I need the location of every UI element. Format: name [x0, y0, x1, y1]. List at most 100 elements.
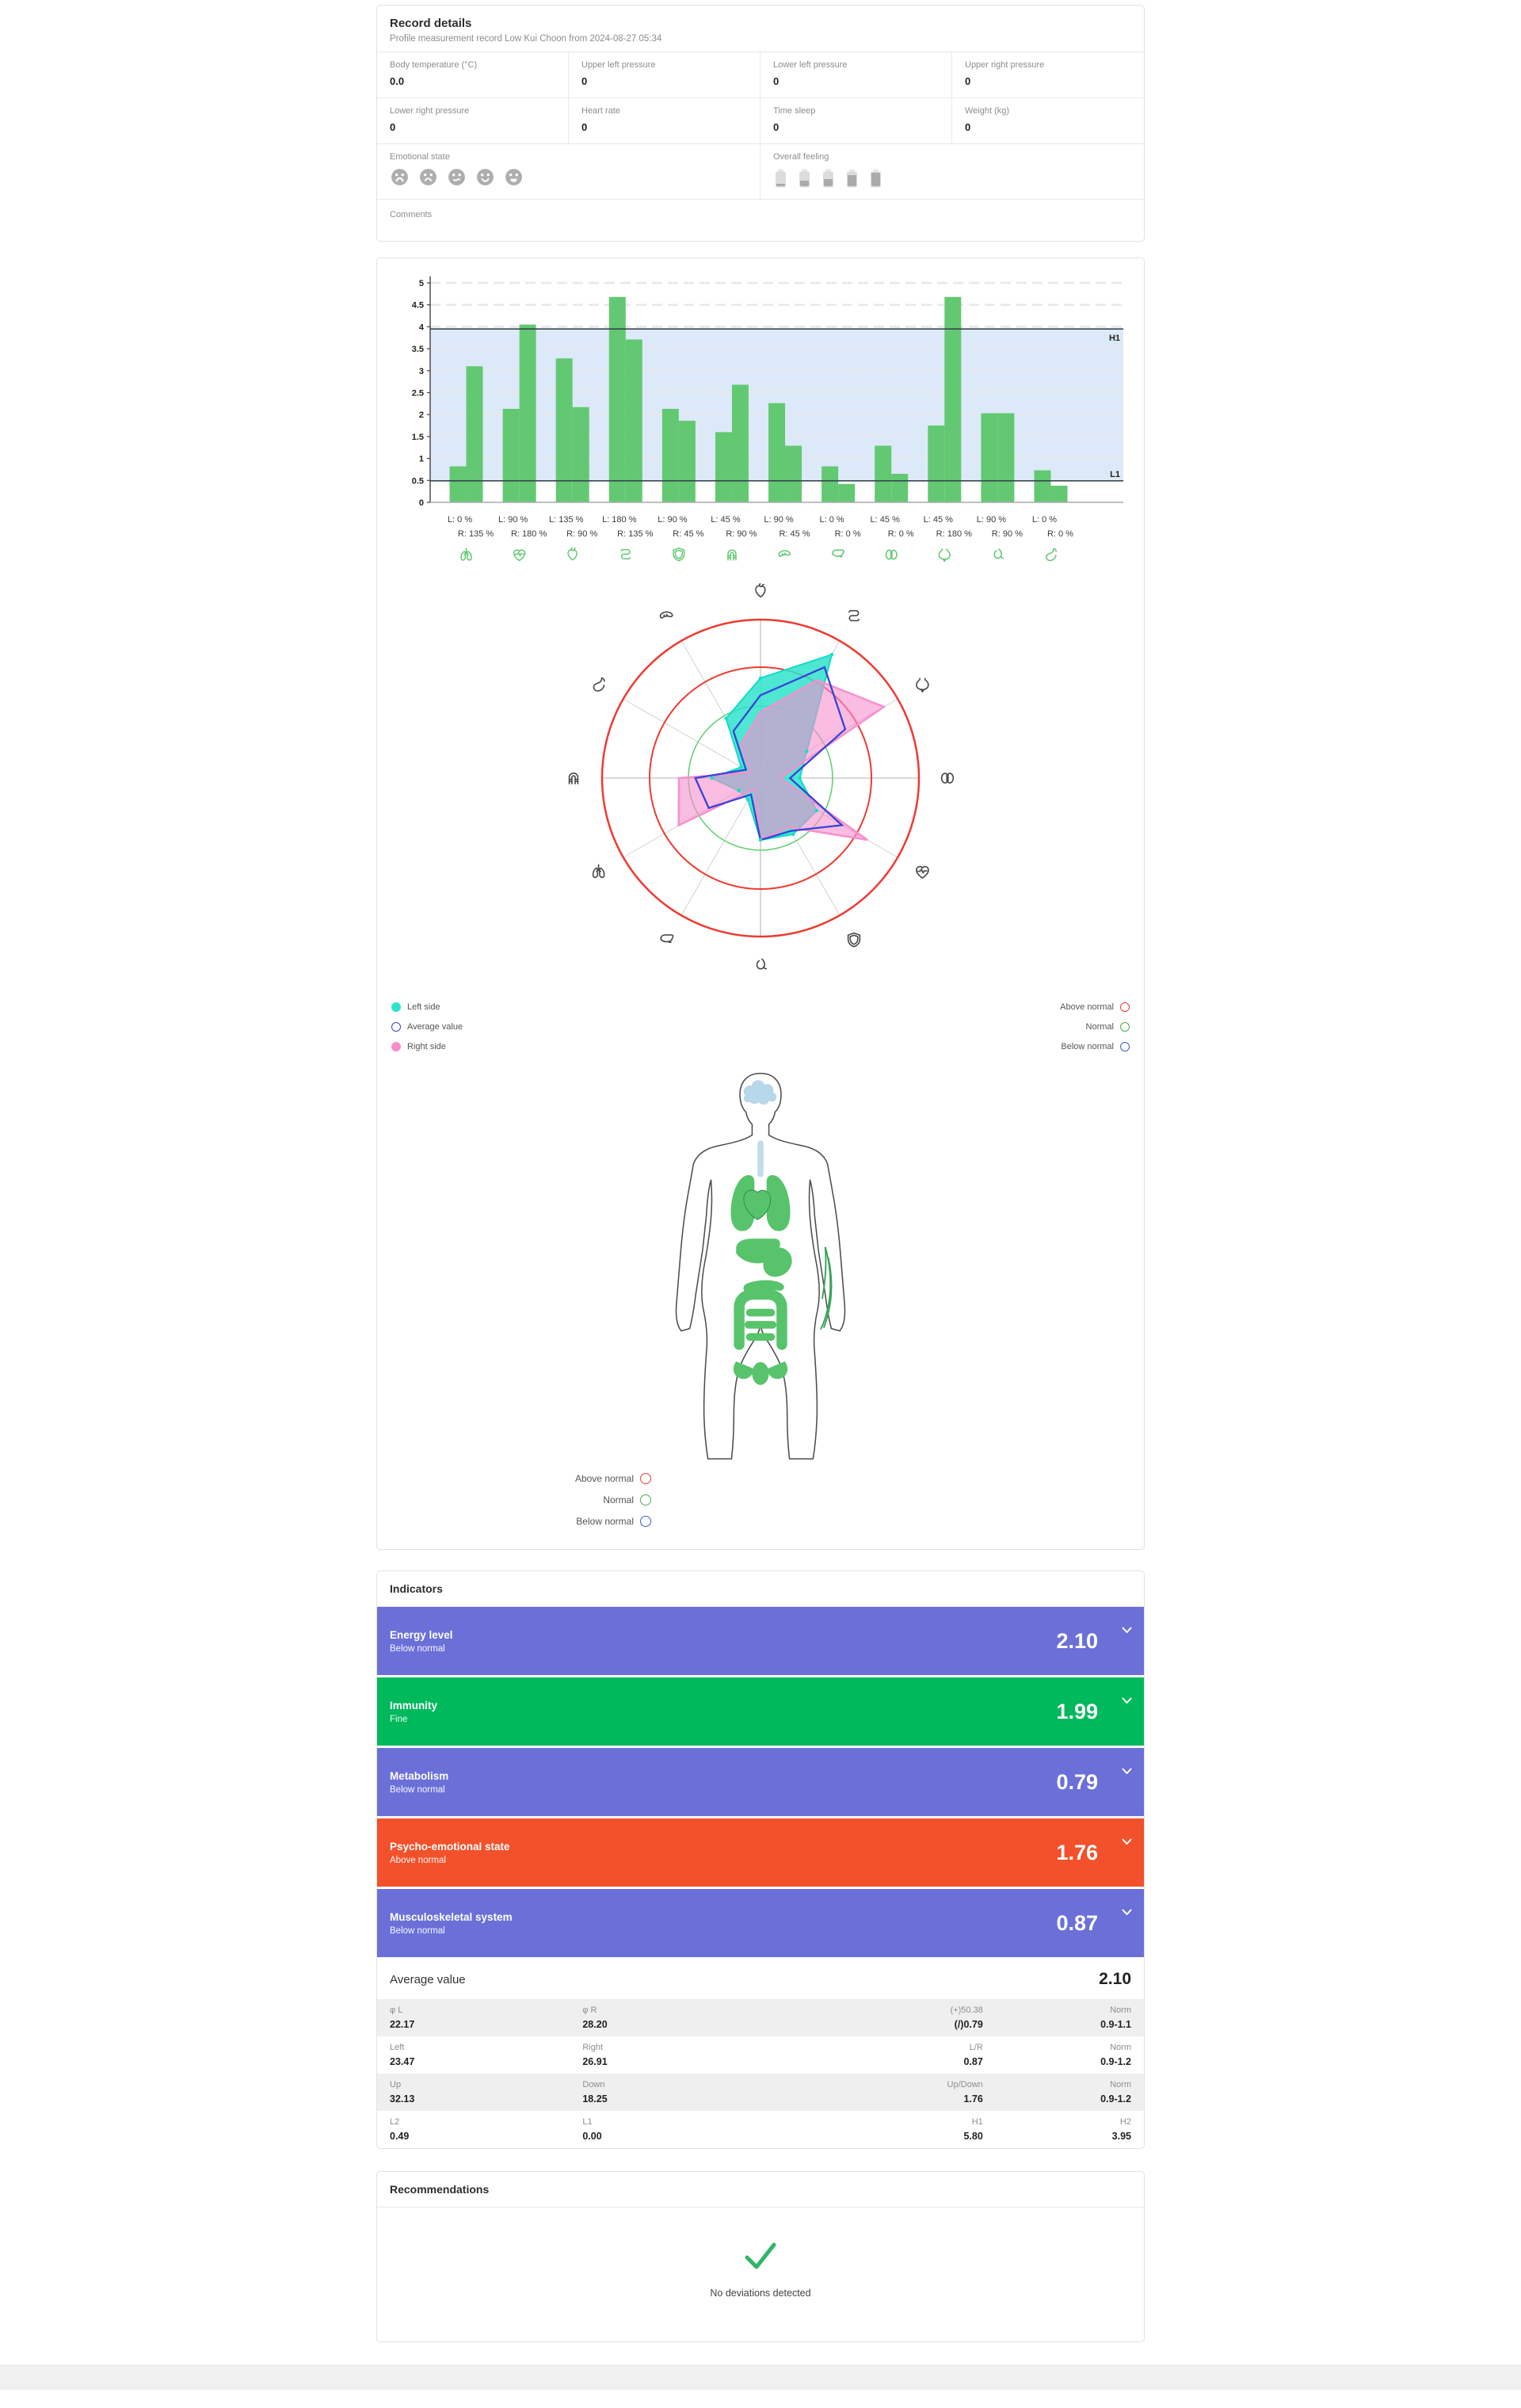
chevron-down-icon[interactable] — [1122, 1909, 1132, 1916]
emotional-state-label: Emotional state — [390, 152, 450, 162]
battery-mid-icon — [823, 169, 833, 188]
indicator-row-energy-level[interactable]: Energy level Below normal 2.10 — [377, 1607, 1144, 1675]
overall-feeling-cell: Overall feeling — [760, 144, 1144, 200]
stats-value: 0.9-1.1 — [1100, 2019, 1131, 2030]
indicators-title: Indicators — [377, 1571, 1144, 1607]
bar-label-left: L: 90 % — [658, 515, 688, 525]
stats-label: L1 — [582, 2117, 593, 2127]
stomach-icon — [593, 677, 605, 692]
indicator-row-immunity[interactable]: Immunity Fine 1.99 — [377, 1677, 1144, 1746]
stats-value: 26.91 — [582, 2056, 608, 2067]
bar-label-right: R: 90 % — [726, 529, 757, 539]
organ-radar-chart — [568, 582, 955, 970]
heart-icon — [566, 547, 578, 561]
body-diagram-wrap — [377, 1066, 1144, 1466]
record-field: Upper right pressure 0 — [952, 52, 1144, 98]
stats-value: (/)0.79 — [954, 2019, 983, 2030]
kidneys-icon — [885, 549, 898, 560]
record-field: Lower left pressure 0 — [760, 52, 952, 98]
indicator-status: Fine — [390, 1714, 408, 1724]
immunity-icon — [847, 932, 861, 948]
bar-label-right: R: 0 % — [1046, 529, 1073, 539]
organ-bar-chart: H1 L1 0 0.5 1 1.5 2 2.5 3 3.5 4 4.5 5 L: 0 % R: 135 % L… — [411, 276, 1123, 563]
indicator-value: 1.76 — [1056, 1840, 1098, 1864]
liver-icon — [831, 549, 844, 558]
legend-swatch-icon — [1120, 1002, 1130, 1012]
indicator-name: Metabolism — [390, 1769, 449, 1782]
stats-label: φ L — [390, 2005, 403, 2015]
bar-left-immunity — [661, 408, 679, 502]
indicator-meta: Psycho-emotional state Above normal — [390, 1841, 1056, 1865]
indicator-row-musculoskeletal-system[interactable]: Musculoskeletal system Below normal 0.87 — [377, 1889, 1144, 1957]
radar-legend-series: Left side Average value Right side — [391, 997, 463, 1056]
svg-text:0.5: 0.5 — [411, 476, 423, 486]
legend-swatch-icon — [1120, 1041, 1130, 1051]
chevron-down-icon[interactable] — [1122, 1627, 1132, 1634]
bar-left-colon — [715, 432, 732, 502]
legend-label: Above normal — [1060, 1002, 1114, 1012]
legend-item: Normal — [1060, 1017, 1130, 1036]
comments-section: Comments — [377, 200, 1144, 241]
field-label: Upper left pressure — [581, 60, 656, 70]
cardiovascular-icon — [915, 865, 929, 879]
legend-swatch-icon — [391, 1041, 401, 1051]
bar-label-left: L: 0 % — [1031, 515, 1056, 525]
svg-text:4.5: 4.5 — [411, 301, 423, 311]
pancreas-icon — [659, 611, 673, 619]
stats-cell: φ R 28.20 — [582, 2005, 775, 2030]
page: Record details Profile measurement recor… — [376, 0, 1145, 2342]
chevron-down-icon[interactable] — [1122, 1768, 1132, 1775]
indicator-row-psycho-emotional-state[interactable]: Psycho-emotional state Above normal 1.76 — [377, 1818, 1144, 1887]
bar-label-right: R: 90 % — [566, 529, 597, 539]
chevron-down-icon[interactable] — [1122, 1838, 1132, 1845]
stats-value: 1.76 — [963, 2093, 983, 2105]
field-label: Lower left pressure — [773, 60, 848, 70]
stats-value: 0.00 — [582, 2131, 602, 2142]
bar-label-right: R: 0 % — [887, 529, 913, 539]
lungs-icon — [459, 548, 472, 561]
field-value: 0 — [390, 121, 396, 133]
bar-right-cardiovascular — [519, 324, 536, 502]
field-label: Upper right pressure — [965, 60, 1045, 70]
above-normal-outer-ring — [600, 618, 921, 938]
chevron-down-icon[interactable] — [1122, 1697, 1132, 1704]
stats-label: φ R — [582, 2005, 597, 2015]
gallbladder-icon — [993, 548, 1004, 559]
immunity-icon — [672, 548, 684, 562]
svg-text:3.5: 3.5 — [411, 345, 423, 354]
record-state-row: Emotional state Overall feeling — [377, 144, 1144, 200]
legend-label: Below normal — [1061, 1041, 1114, 1051]
battery-mid-low-icon — [799, 169, 810, 188]
page-footer-strip — [0, 2364, 1521, 2390]
indicator-name: Musculoskeletal system — [390, 1910, 513, 1923]
bar-right-lungs — [466, 366, 483, 502]
indicator-row-metabolism[interactable]: Metabolism Below normal 0.79 — [377, 1748, 1144, 1816]
emotional-state-cell: Emotional state — [377, 144, 760, 200]
emotional-state-rating — [390, 167, 747, 187]
stats-value: 28.20 — [582, 2019, 608, 2030]
stats-value: 22.17 — [390, 2019, 415, 2030]
right-side-polygon — [677, 679, 886, 841]
bar-label-right: R: 180 % — [936, 529, 971, 539]
smile-face-icon — [477, 169, 494, 185]
record-fields-grid: Body temperature (°C) 0.0 Upper left pre… — [377, 52, 1144, 144]
stats-label: L2 — [390, 2117, 400, 2127]
battery-low-icon — [776, 169, 786, 188]
bar-label-right: R: 90 % — [991, 529, 1022, 539]
stats-label: Up — [390, 2080, 402, 2089]
bar-right-gallbladder — [997, 413, 1014, 502]
indicator-rows: Energy level Below normal 2.10 Immunity … — [377, 1607, 1144, 1957]
above-normal-inner-ring — [649, 666, 872, 890]
stats-value: 0.9-1.2 — [1100, 2056, 1131, 2067]
field-value: 0.0 — [390, 75, 405, 87]
colon-icon — [726, 549, 737, 561]
legend-swatch-icon — [640, 1472, 651, 1484]
bar-label-left: L: 90 % — [497, 515, 528, 525]
stats-value: 5.80 — [963, 2131, 983, 2142]
field-value: 0 — [965, 121, 971, 133]
record-field: Lower right pressure 0 — [377, 98, 569, 144]
record-field: Body temperature (°C) 0.0 — [377, 52, 569, 98]
bar-right-pancreas — [784, 445, 802, 502]
field-value: 0 — [581, 75, 588, 87]
record-details-header: Record details Profile measurement recor… — [377, 6, 1144, 52]
